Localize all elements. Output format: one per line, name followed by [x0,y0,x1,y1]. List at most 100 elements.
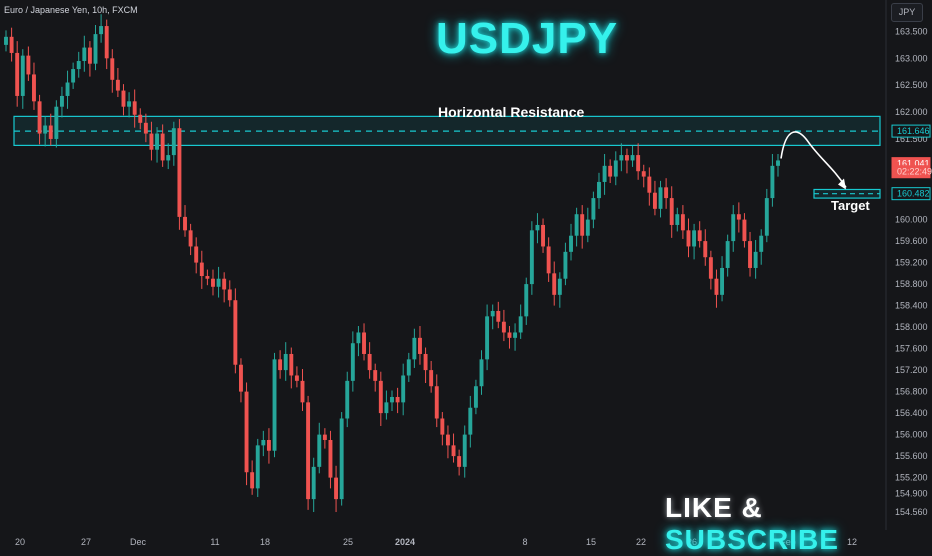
candle [692,223,697,260]
y-tick-label: 160.000 [895,215,928,225]
y-tick-label: 157.200 [895,365,928,375]
candle-body [418,337,422,354]
candle [255,438,260,497]
candle-body [356,332,361,344]
candle [764,188,769,243]
candle [244,382,249,486]
candle-body [731,214,736,242]
y-tick-label: 154.560 [895,507,928,517]
candle [585,207,590,243]
candle [602,154,607,195]
y-tick-label: 163.500 [895,26,928,36]
candle [110,49,115,93]
candle [434,374,439,428]
candle-body [266,439,271,451]
candle [87,41,92,77]
candle [272,352,277,458]
candle-body [468,407,473,435]
candle [362,323,366,361]
candle [138,108,143,130]
candle-body [278,359,283,371]
candle-body [289,353,294,376]
candle-body [104,26,109,59]
price-label-text: 160.482 [897,189,930,199]
y-tick-label: 161.500 [895,134,928,144]
candle-body [378,380,383,414]
candle-body [328,439,333,478]
candle [569,223,573,261]
candle-body [552,273,557,295]
candle [664,178,669,209]
candle-body [227,289,232,301]
candle-body [199,262,204,277]
candle-body [311,466,316,500]
candle-body [345,380,350,419]
candle-body [350,343,355,381]
candle [731,205,736,252]
candle-body [9,36,14,53]
y-tick-label: 162.000 [895,107,928,117]
x-tick-label: 15 [586,537,596,547]
candle-body [373,370,378,381]
currency-button[interactable]: JPY [891,3,923,22]
candle [166,143,171,170]
candle-body [412,337,417,360]
candle-body [680,214,685,231]
candle-body [115,79,120,91]
y-tick-label: 162.500 [895,80,928,90]
candle [479,350,484,395]
candle [211,269,215,296]
y-tick-label: 154.900 [895,489,928,499]
candle-body [149,133,154,150]
candle-body [580,214,585,236]
candle [703,229,708,266]
candle [535,213,540,244]
candle [384,390,389,420]
price-label-text: 161.041 [897,159,930,169]
candle-body [255,445,260,489]
candle-body [334,477,339,500]
price-label-zone: 160.482 [891,187,931,201]
candle [658,180,663,218]
candle [356,326,361,357]
candle-body [473,386,478,408]
candle-body [216,278,221,287]
candle-body [127,101,132,107]
candle-body [155,133,160,150]
candle [418,326,422,365]
candle [485,304,490,371]
candle-body [65,82,70,96]
candle [451,433,456,463]
candle-body [675,214,680,225]
y-tick-label: 158.000 [895,322,928,332]
candle-body [507,332,512,338]
candle [261,430,266,457]
candle [171,121,176,166]
candle [334,465,339,513]
candle [289,347,294,389]
candle [591,191,596,229]
candle-body [143,122,148,134]
candle [395,387,400,414]
candle [15,41,20,107]
candle [104,19,109,70]
candle-body [770,165,775,199]
candle-body [669,198,674,225]
price-label-timer: 02:22:49 [891,165,932,179]
candle [647,167,652,206]
candle-body [250,472,255,489]
candle [770,154,775,207]
candle-body [99,26,104,35]
candle [54,100,59,148]
candle [686,218,691,258]
candle-body [32,74,36,102]
candle-body [15,52,20,96]
candle-body [272,359,277,451]
candle [552,261,557,306]
candle [76,51,81,78]
candle [708,250,713,290]
candle [121,84,126,116]
candle [222,272,227,303]
